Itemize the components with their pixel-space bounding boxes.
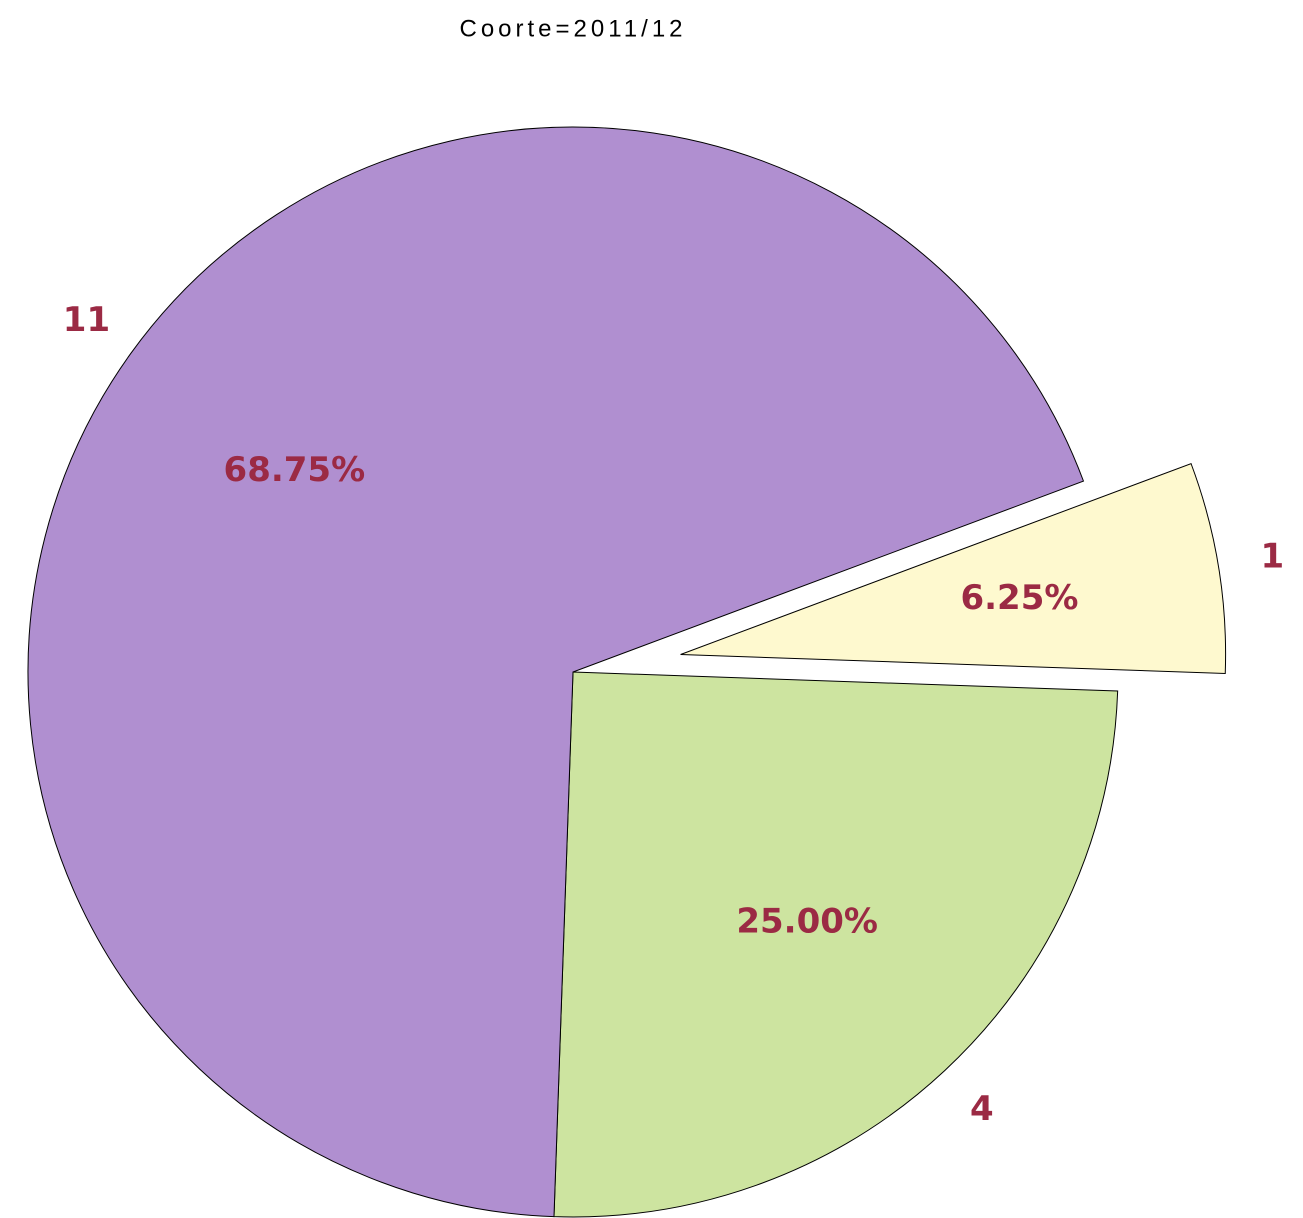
value-label: 6.25% — [960, 578, 1078, 618]
pie-slice — [553, 671, 1119, 1218]
chart-title: Coorte=2011/12 — [459, 15, 686, 42]
pie-slice — [27, 126, 1085, 1218]
category-label: 4 — [970, 1089, 994, 1129]
value-label: 25.00% — [736, 902, 878, 942]
category-label: 1 — [1260, 537, 1284, 577]
value-label: 68.75% — [224, 450, 366, 490]
pie-slice — [680, 462, 1227, 675]
category-label: 11 — [63, 300, 110, 340]
